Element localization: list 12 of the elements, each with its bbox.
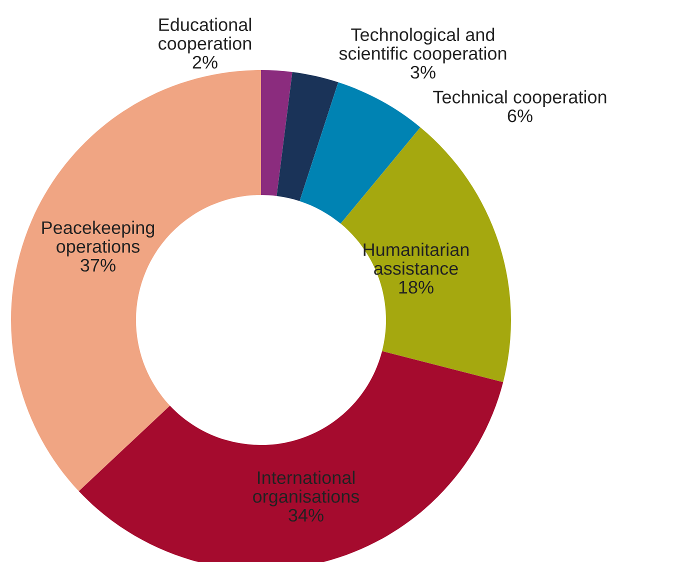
data-label: 3% [410, 66, 436, 79]
slice-label: Technical cooperation [433, 90, 606, 108]
data-label: 37% [80, 258, 116, 272]
slice-label: Technological and scientific cooperation [339, 28, 506, 64]
slice-label: Educational cooperation [158, 18, 252, 54]
slice-label: Humanitarian assistance [364, 242, 469, 275]
slice-label: Peacekeeping operations [42, 220, 154, 256]
data-label: 6% [508, 109, 532, 122]
data-label: 18% [399, 280, 434, 294]
data-label: 34% [288, 508, 324, 522]
slice-label: International organisations [253, 470, 360, 506]
data-label: 2% [192, 56, 218, 69]
